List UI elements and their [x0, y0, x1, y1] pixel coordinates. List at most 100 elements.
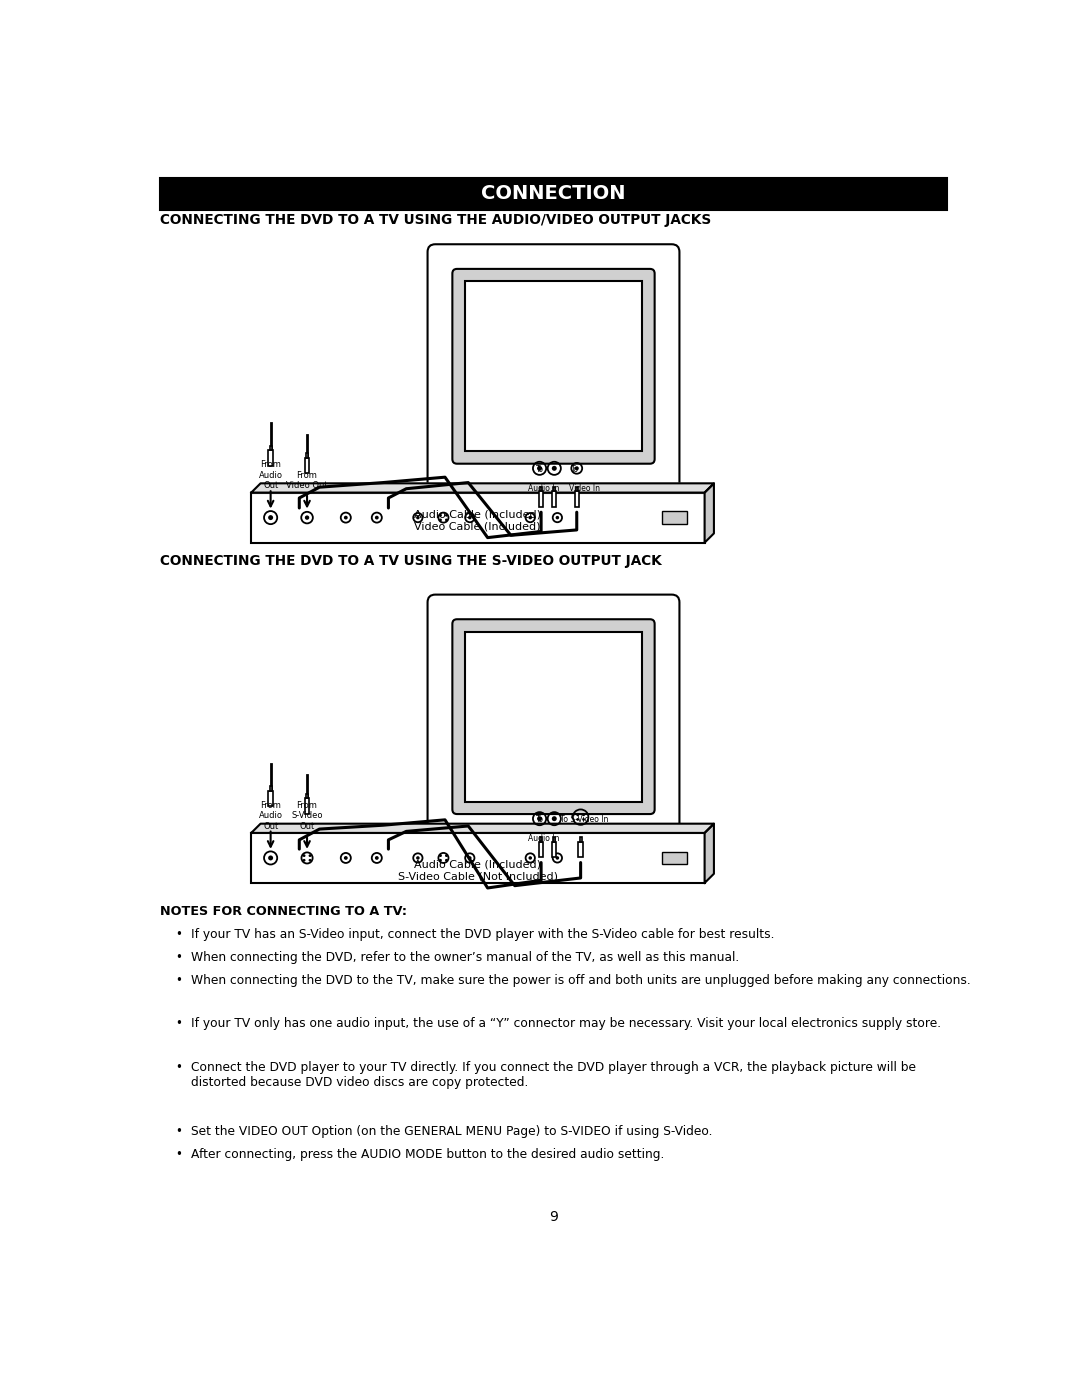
Circle shape	[445, 859, 448, 862]
Bar	[552, 842, 556, 858]
Text: When connecting the DVD, refer to the owner’s manual of the TV, as well as this : When connecting the DVD, refer to the ow…	[191, 951, 739, 964]
Text: To: To	[571, 465, 579, 474]
Circle shape	[555, 856, 559, 859]
Text: Video Cable (Included): Video Cable (Included)	[415, 521, 541, 531]
Circle shape	[445, 518, 448, 521]
Text: Audio Cable (Included): Audio Cable (Included)	[414, 859, 541, 869]
Circle shape	[582, 819, 585, 821]
FancyBboxPatch shape	[428, 595, 679, 852]
Circle shape	[440, 859, 442, 862]
Text: Audio In: Audio In	[528, 483, 559, 493]
Bar	[540, 486, 542, 492]
Text: Connect the DVD player to your TV directly. If you connect the DVD player throug: Connect the DVD player to your TV direct…	[191, 1060, 916, 1088]
Text: After connecting, press the AUDIO MODE button to the desired audio setting.: After connecting, press the AUDIO MODE b…	[191, 1148, 664, 1161]
Bar	[306, 453, 308, 458]
Text: •: •	[175, 1125, 183, 1137]
Circle shape	[528, 515, 532, 520]
Circle shape	[537, 816, 542, 821]
FancyBboxPatch shape	[428, 244, 679, 502]
Text: •: •	[175, 951, 183, 964]
Bar	[662, 511, 687, 524]
Polygon shape	[704, 824, 714, 883]
Text: If your TV only has one audio input, the use of a “Y” connector may be necessary: If your TV only has one audio input, the…	[191, 1017, 941, 1031]
Text: •: •	[175, 1060, 183, 1074]
Circle shape	[555, 515, 559, 520]
Bar	[270, 446, 272, 450]
Circle shape	[416, 515, 420, 520]
Circle shape	[582, 813, 585, 816]
Polygon shape	[252, 483, 714, 493]
Bar	[539, 842, 543, 858]
Bar	[553, 837, 555, 842]
Circle shape	[440, 518, 442, 521]
Bar	[539, 492, 543, 507]
Text: Video In: Video In	[569, 483, 600, 493]
Text: •: •	[175, 928, 183, 940]
Text: From
Audio
Out: From Audio Out	[258, 800, 283, 831]
Circle shape	[440, 854, 442, 856]
Bar	[306, 793, 308, 798]
Text: CONNECTION: CONNECTION	[482, 184, 625, 204]
FancyBboxPatch shape	[453, 619, 654, 814]
Bar	[252, 493, 704, 542]
Bar	[305, 798, 309, 813]
Bar	[576, 486, 578, 492]
Circle shape	[343, 856, 348, 859]
Bar	[160, 177, 947, 210]
Bar	[464, 631, 643, 802]
Text: CONNECTING THE DVD TO A TV USING THE AUDIO/VIDEO OUTPUT JACKS: CONNECTING THE DVD TO A TV USING THE AUD…	[160, 214, 711, 228]
Text: •: •	[175, 1148, 183, 1161]
Circle shape	[577, 813, 579, 816]
Bar	[540, 837, 542, 842]
Text: •: •	[175, 974, 183, 986]
Circle shape	[375, 515, 379, 520]
Circle shape	[416, 856, 420, 859]
Bar	[305, 458, 309, 474]
Circle shape	[552, 465, 557, 471]
Text: NOTES FOR CONNECTING TO A TV:: NOTES FOR CONNECTING TO A TV:	[160, 904, 407, 918]
Polygon shape	[704, 483, 714, 542]
Circle shape	[302, 859, 306, 862]
Circle shape	[528, 856, 532, 859]
Circle shape	[575, 467, 579, 471]
Circle shape	[268, 855, 273, 861]
Text: Set the VIDEO OUT Option (on the GENERAL MENU Page) to S-VIDEO if using S-Video.: Set the VIDEO OUT Option (on the GENERAL…	[191, 1125, 713, 1137]
Text: From
Video Out: From Video Out	[286, 471, 328, 490]
Bar	[662, 852, 687, 865]
Text: Audio Cable (Included): Audio Cable (Included)	[414, 509, 541, 520]
Circle shape	[268, 515, 273, 520]
Bar	[270, 787, 272, 791]
Text: Audio In: Audio In	[528, 834, 559, 842]
Bar	[552, 492, 556, 507]
Bar	[553, 486, 555, 492]
Circle shape	[302, 854, 306, 856]
Circle shape	[445, 514, 448, 517]
Bar	[269, 450, 273, 465]
Bar	[575, 492, 579, 507]
Text: From
Audio
Out: From Audio Out	[258, 461, 283, 490]
Text: S-Video Cable (Not Included): S-Video Cable (Not Included)	[397, 872, 557, 882]
Text: 9: 9	[549, 1210, 558, 1224]
Text: •: •	[175, 1017, 183, 1031]
FancyBboxPatch shape	[453, 268, 654, 464]
Circle shape	[343, 515, 348, 520]
Circle shape	[375, 856, 379, 859]
Circle shape	[577, 819, 579, 821]
Circle shape	[309, 859, 311, 862]
Text: To S-Video In: To S-Video In	[561, 814, 609, 824]
Text: To: To	[537, 465, 544, 474]
Text: When connecting the DVD to the TV, make sure the power is off and both units are: When connecting the DVD to the TV, make …	[191, 974, 971, 986]
Text: To: To	[537, 814, 544, 824]
Text: From
S-Video
Out: From S-Video Out	[292, 800, 323, 831]
Circle shape	[468, 515, 472, 520]
Bar	[269, 791, 273, 806]
Bar	[580, 837, 582, 842]
Circle shape	[309, 854, 311, 856]
Polygon shape	[252, 824, 714, 833]
Circle shape	[440, 514, 442, 517]
Bar	[579, 842, 583, 858]
Circle shape	[537, 465, 542, 471]
Bar	[464, 281, 643, 451]
Text: If your TV has an S-Video input, connect the DVD player with the S-Video cable f: If your TV has an S-Video input, connect…	[191, 928, 774, 940]
Circle shape	[468, 856, 472, 859]
